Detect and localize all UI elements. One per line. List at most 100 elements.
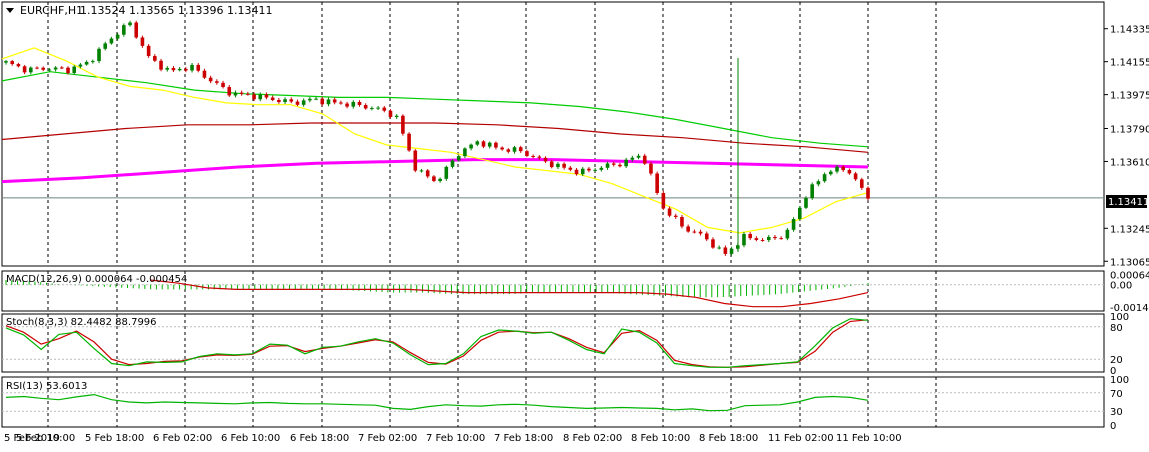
candle-body: [29, 67, 33, 73]
rsi-y-tick-label: 100: [1110, 375, 1129, 386]
candle-body: [518, 147, 523, 152]
rsi-line: [5, 393, 869, 412]
candle-body: [35, 67, 39, 69]
candle-body: [332, 99, 337, 103]
stoch-y-tick-label: 0: [1110, 366, 1116, 377]
candle-body: [339, 102, 343, 104]
rsi-panel-frame: [1, 376, 1105, 428]
candle-body: [748, 233, 752, 239]
rsi-y-tick-label: 70: [1110, 389, 1123, 400]
macd-y-tick-label: 0.000643: [1110, 271, 1149, 282]
candle-body: [208, 77, 213, 82]
vertical-grid: [47, 2, 937, 427]
candle-body: [289, 99, 294, 102]
candle-body: [72, 66, 77, 73]
candle-body: [487, 142, 492, 147]
candle-body: [308, 98, 312, 101]
macd-y-tick-label: -0.001417: [1110, 303, 1149, 314]
candle-body: [574, 169, 579, 175]
symbol-title: EURCHF,H1: [20, 4, 83, 17]
candle-body: [667, 208, 672, 216]
candle-body: [711, 239, 715, 248]
candle-body: [661, 192, 666, 209]
stoch-main-line: [5, 318, 869, 368]
candle-body: [698, 231, 703, 234]
x-tick-label: 11 Feb 02:00: [768, 433, 834, 444]
candle-body: [22, 66, 27, 73]
candle-body: [407, 133, 411, 151]
candle-body: [649, 163, 653, 174]
candle-body: [258, 94, 263, 100]
chart-menu-triangle-icon[interactable]: [6, 8, 14, 13]
ma-mid-line: [1, 71, 869, 148]
candle-body: [401, 115, 405, 134]
current-price-badge: [1106, 195, 1147, 208]
ohlc-readout: 1.13524 1.13565 1.13396 1.13411: [80, 4, 272, 17]
rsi-y-tick-label: 30: [1110, 407, 1123, 418]
candle-body: [53, 67, 58, 70]
candle-body: [729, 248, 734, 254]
macd-label: MACD(12,26,9) 0.000064 -0.000454: [6, 274, 187, 285]
x-tick-label: 7 Feb 18:00: [494, 433, 553, 444]
candle-body: [531, 155, 535, 157]
candle-body: [153, 56, 157, 61]
candle-body: [41, 67, 46, 70]
candle-body: [754, 238, 759, 240]
candle-body: [363, 105, 368, 109]
candle-body: [66, 67, 70, 73]
candle-body: [91, 61, 95, 63]
candle-body: [655, 173, 659, 193]
candle-body: [835, 166, 839, 172]
candle-body: [723, 247, 728, 254]
candle-body: [47, 69, 52, 71]
candle-body: [184, 68, 188, 71]
candle-body: [866, 187, 870, 199]
macd-signal-line: [149, 279, 869, 308]
candle-body: [246, 93, 250, 95]
candle-body: [618, 164, 622, 167]
indicator-layer: [5, 279, 869, 412]
ma-slow-line: [1, 122, 869, 153]
candle-body: [630, 157, 635, 160]
candle-body: [326, 99, 331, 105]
candle-body: [78, 64, 83, 67]
candle-body: [419, 170, 424, 172]
y-tick-label: 1.13245: [1110, 224, 1149, 235]
candle-body: [388, 110, 393, 118]
candle-body: [115, 34, 120, 39]
candle-body: [642, 155, 647, 164]
stoch-y-tick-label: 20: [1110, 355, 1123, 366]
candle-body: [171, 67, 176, 71]
stoch-label: Stoch(8,3,3) 82.4482 88.7996: [6, 317, 157, 328]
candle-body: [97, 48, 101, 62]
candle-body: [382, 107, 387, 111]
candle-body: [456, 156, 461, 161]
candle-body: [853, 173, 858, 180]
macd-panel-frame: [1, 270, 1105, 312]
candle-body: [277, 99, 281, 103]
candle-body: [605, 163, 610, 168]
price-layer: [1, 20, 1104, 256]
candle-body: [494, 142, 498, 148]
candle-body: [611, 163, 616, 165]
x-tick-label: 6 Feb 10:00: [221, 433, 280, 444]
candle-body: [109, 38, 114, 44]
indicator-levels: [2, 284, 1104, 412]
candle-body: [16, 64, 21, 67]
candle-body: [84, 61, 89, 65]
candle-body: [370, 108, 374, 110]
macd-y-tick-label: 0.00: [1110, 281, 1132, 292]
candle-body: [599, 167, 604, 170]
candle-body: [816, 181, 821, 185]
candle-body: [215, 81, 219, 83]
candle-body: [320, 98, 325, 105]
x-tick-label: 8 Feb 10:00: [631, 433, 690, 444]
candle-body: [295, 101, 300, 105]
candle-body: [692, 231, 697, 233]
x-tick-label: 7 Feb 02:00: [358, 433, 417, 444]
y-tick-label: 1.14155: [1110, 58, 1149, 69]
candle-body: [345, 103, 349, 107]
candle-body: [283, 99, 287, 103]
